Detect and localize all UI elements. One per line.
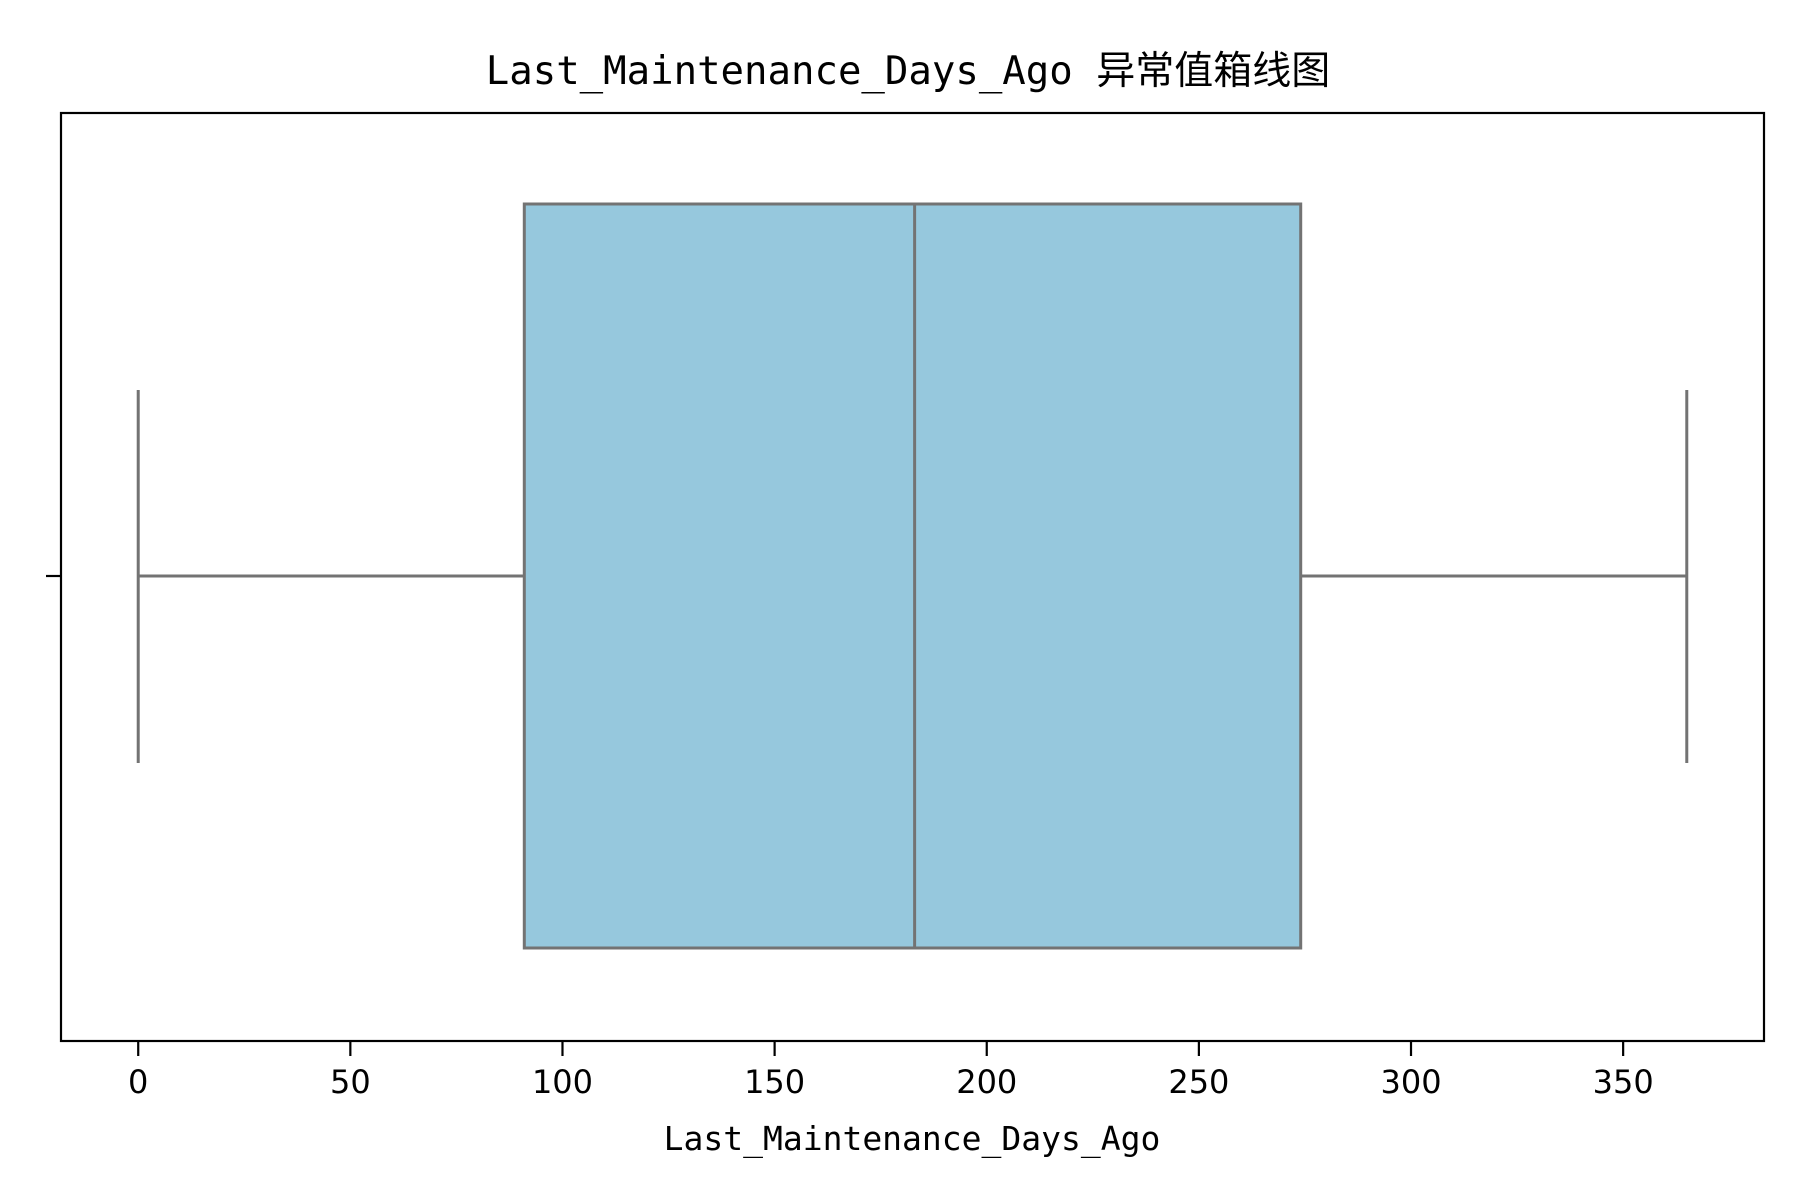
x-axis-ticks: 0 50 100 150 200 250 300 350 xyxy=(128,1041,1654,1101)
box-plot-element xyxy=(136,202,1689,950)
x-tick-label: 150 xyxy=(744,1063,805,1101)
x-axis-label: Last_Maintenance_Days_Ago xyxy=(664,1119,1161,1159)
x-tick-label: 0 xyxy=(128,1063,148,1101)
x-tick-label: 300 xyxy=(1380,1063,1441,1101)
x-tick-label: 200 xyxy=(956,1063,1017,1101)
x-tick-label: 100 xyxy=(532,1063,593,1101)
x-tick-label: 350 xyxy=(1593,1063,1654,1101)
chart-title: Last_Maintenance_Days_Ago 异常值箱线图 xyxy=(486,49,1330,94)
x-tick-label: 50 xyxy=(330,1063,371,1101)
x-tick-label: 250 xyxy=(1168,1063,1229,1101)
interquartile-box xyxy=(522,202,1303,950)
